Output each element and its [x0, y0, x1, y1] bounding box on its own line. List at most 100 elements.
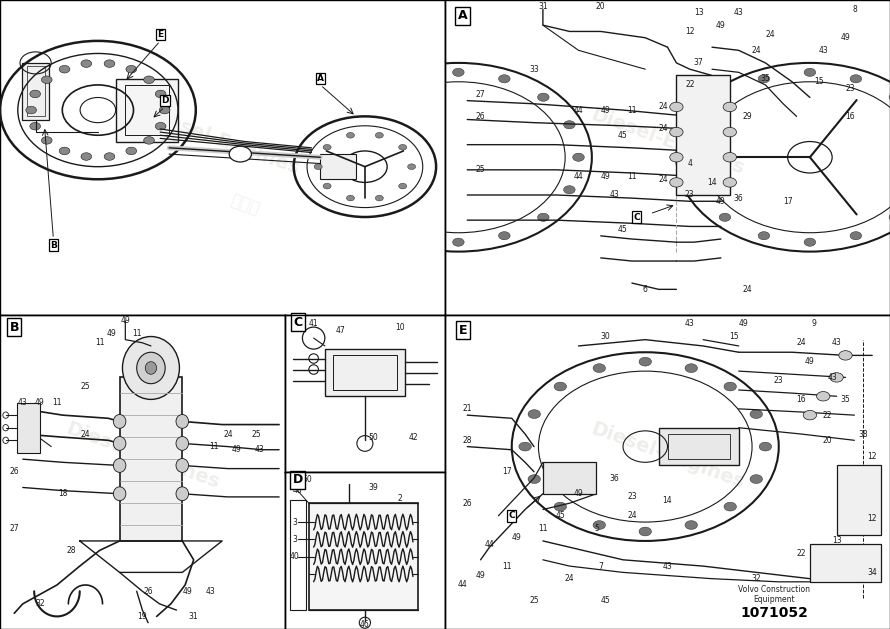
Text: Volvo Construction
Equipment: Volvo Construction Equipment	[739, 585, 810, 604]
Text: 40: 40	[289, 552, 299, 561]
Bar	[543, 462, 596, 494]
Text: 38: 38	[859, 430, 868, 438]
Circle shape	[839, 351, 853, 360]
Text: 43: 43	[255, 445, 264, 454]
Circle shape	[554, 502, 567, 511]
Text: 49: 49	[805, 357, 814, 366]
Text: 24: 24	[223, 430, 232, 438]
Circle shape	[126, 147, 137, 155]
Text: Diesel-Engines: Diesel-Engines	[143, 105, 302, 178]
Text: 1071052: 1071052	[740, 606, 808, 620]
Text: 24: 24	[659, 125, 668, 133]
Text: 29: 29	[743, 112, 752, 121]
Text: Diesel-Engines: Diesel-Engines	[63, 420, 222, 493]
Text: 16: 16	[846, 112, 854, 121]
Text: 43: 43	[819, 46, 828, 55]
Text: 32: 32	[35, 599, 44, 608]
Circle shape	[758, 75, 770, 83]
Bar	[810, 544, 881, 582]
Text: D: D	[161, 96, 168, 105]
Circle shape	[30, 90, 41, 97]
Text: 12: 12	[868, 515, 877, 523]
Bar	[676, 75, 730, 195]
Text: 49: 49	[574, 489, 583, 498]
Text: 34: 34	[868, 568, 877, 577]
Circle shape	[346, 133, 354, 138]
Circle shape	[113, 437, 125, 450]
Circle shape	[817, 391, 830, 401]
Circle shape	[143, 76, 154, 84]
Text: 11: 11	[209, 442, 218, 451]
Text: 45: 45	[556, 511, 565, 520]
Circle shape	[376, 133, 384, 138]
Text: 28: 28	[463, 436, 472, 445]
Text: 44: 44	[458, 581, 467, 589]
Text: 42: 42	[409, 433, 417, 442]
Text: B: B	[50, 241, 57, 250]
Text: 15: 15	[730, 332, 739, 341]
Text: 2: 2	[398, 494, 402, 503]
Circle shape	[452, 238, 465, 246]
Circle shape	[113, 459, 125, 472]
Text: C: C	[633, 213, 640, 221]
Circle shape	[724, 177, 737, 187]
Circle shape	[453, 69, 465, 76]
Circle shape	[42, 136, 53, 144]
Circle shape	[750, 409, 763, 418]
Text: 20: 20	[823, 436, 832, 445]
Text: 43: 43	[828, 373, 837, 382]
Circle shape	[685, 521, 698, 530]
Text: D: D	[293, 473, 303, 486]
Circle shape	[81, 153, 92, 160]
Circle shape	[498, 75, 510, 83]
Bar	[659, 428, 739, 465]
Text: 24: 24	[743, 285, 752, 294]
Text: 41: 41	[309, 320, 319, 328]
Text: 35: 35	[841, 395, 850, 404]
Text: C: C	[293, 316, 303, 329]
Text: 23: 23	[846, 84, 854, 92]
Text: 27: 27	[10, 524, 19, 533]
Text: 49: 49	[183, 587, 193, 596]
Circle shape	[554, 382, 567, 391]
Text: C: C	[508, 511, 515, 520]
Text: 24: 24	[627, 511, 636, 520]
Text: 46: 46	[360, 620, 369, 629]
Circle shape	[593, 364, 605, 372]
Bar	[22, 63, 49, 120]
Text: 32: 32	[752, 574, 761, 583]
Text: 49: 49	[476, 571, 485, 580]
Circle shape	[563, 186, 575, 194]
Circle shape	[137, 352, 166, 384]
Circle shape	[159, 106, 170, 114]
Text: 50: 50	[368, 433, 377, 442]
Text: 3: 3	[292, 535, 297, 544]
Text: 24: 24	[565, 574, 574, 583]
Text: 14: 14	[708, 178, 716, 187]
Text: 23: 23	[685, 191, 694, 199]
Circle shape	[60, 65, 70, 73]
Text: 33: 33	[530, 65, 538, 74]
Circle shape	[81, 60, 92, 67]
Circle shape	[805, 69, 816, 76]
Text: 43: 43	[832, 338, 841, 347]
Text: 28: 28	[67, 546, 76, 555]
Text: Diesel-Engines: Diesel-Engines	[588, 420, 747, 493]
Text: 49: 49	[601, 106, 610, 114]
Circle shape	[346, 195, 354, 201]
Bar	[116, 79, 178, 142]
Text: 36: 36	[734, 194, 743, 203]
Text: 31: 31	[538, 2, 547, 11]
Circle shape	[724, 103, 737, 112]
Text: 30: 30	[601, 332, 610, 341]
Text: 25: 25	[81, 382, 90, 391]
Circle shape	[669, 127, 684, 136]
Text: A: A	[458, 9, 467, 22]
Circle shape	[669, 153, 684, 162]
Circle shape	[850, 231, 862, 240]
Circle shape	[176, 487, 189, 501]
Circle shape	[376, 195, 384, 201]
Text: 21: 21	[463, 404, 472, 413]
Text: 43: 43	[685, 320, 694, 328]
Text: 13: 13	[832, 537, 841, 545]
